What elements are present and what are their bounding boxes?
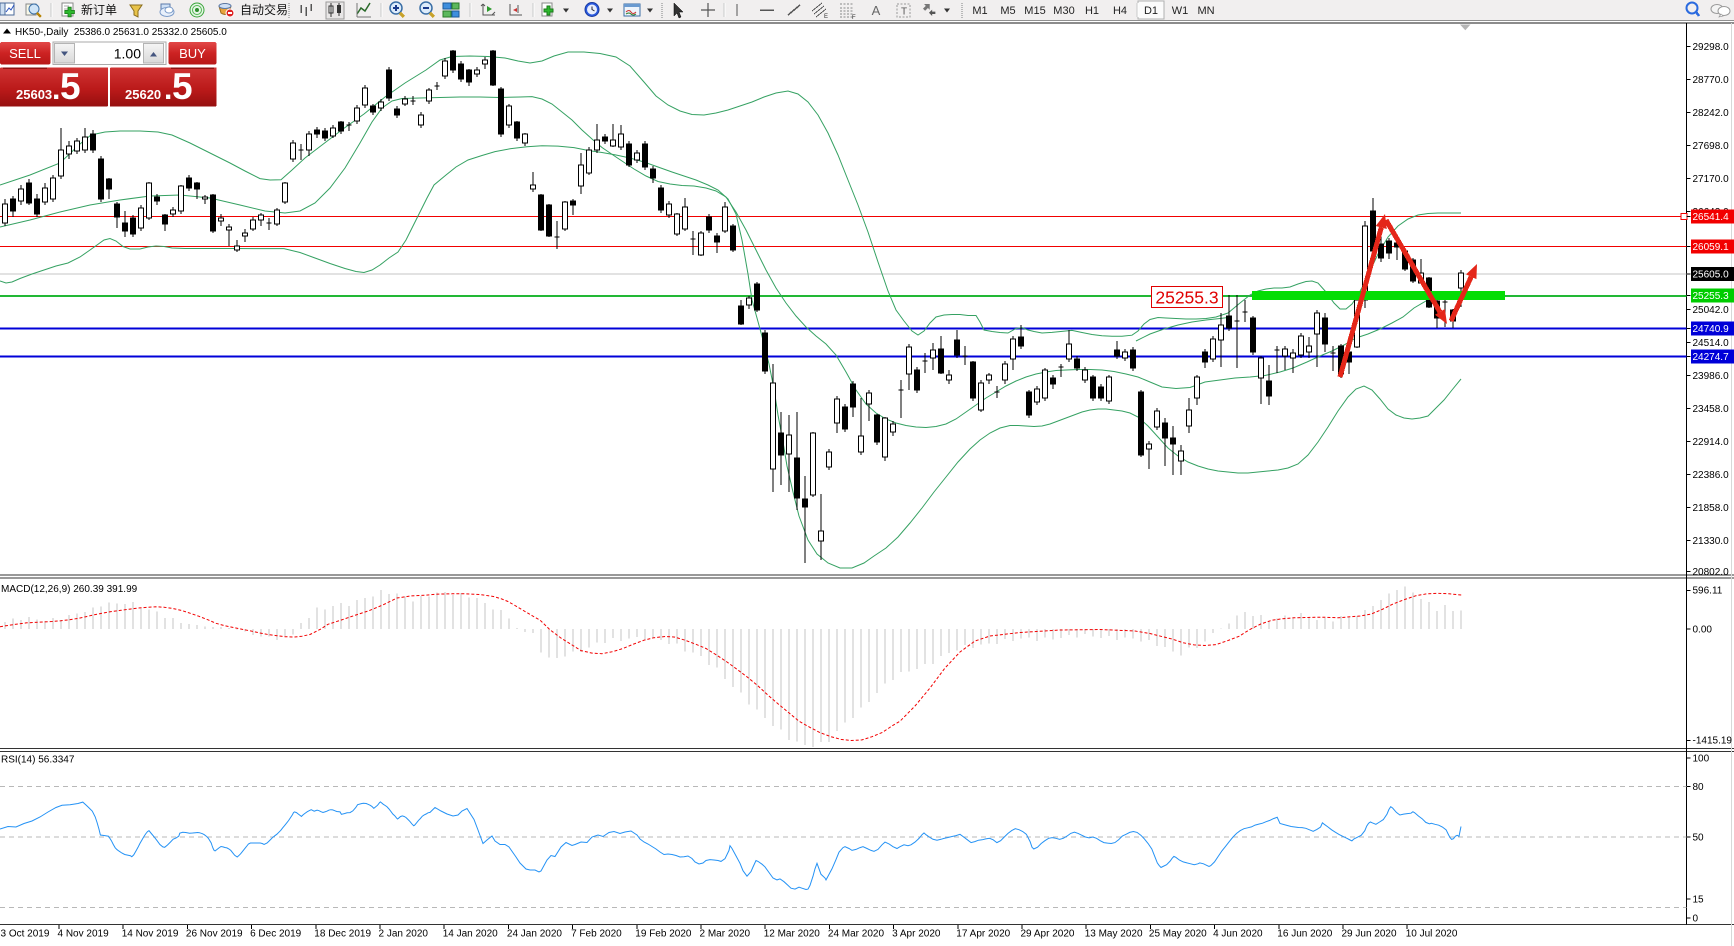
svg-text:新订单: 新订单 [81,2,117,17]
svg-text:D1: D1 [1144,5,1158,17]
svg-text:20802.0: 20802.0 [1693,567,1730,578]
svg-text:29 Apr 2020: 29 Apr 2020 [1021,929,1075,940]
svg-text:自动交易: 自动交易 [240,2,288,17]
svg-text:50: 50 [1693,833,1705,844]
svg-text:17 Apr 2020: 17 Apr 2020 [956,929,1010,940]
svg-text:2 Mar 2020: 2 Mar 2020 [700,929,751,940]
svg-text:24 Mar 2020: 24 Mar 2020 [828,929,885,940]
svg-text:22386.0: 22386.0 [1693,470,1730,481]
svg-text:3 Oct 2019: 3 Oct 2019 [1,929,50,940]
svg-text:29298.0: 29298.0 [1693,42,1730,53]
svg-text:H1: H1 [1085,5,1099,17]
svg-text:24740.9: 24740.9 [1693,324,1730,335]
svg-text:H4: H4 [1113,5,1127,17]
svg-text:23986.0: 23986.0 [1693,371,1730,382]
svg-text:HK50-,Daily 25386.0 25631.0 2: HK50-,Daily 25386.0 25631.0 25332.0 2560… [15,27,227,38]
svg-text:100: 100 [1693,754,1710,765]
svg-text:W1: W1 [1172,5,1189,17]
svg-text:-1415.19: -1415.19 [1693,736,1733,747]
svg-text:80: 80 [1693,782,1705,793]
svg-text:M30: M30 [1053,5,1074,17]
svg-text:18 Dec 2019: 18 Dec 2019 [314,929,371,940]
svg-text:4 Nov 2019: 4 Nov 2019 [58,929,110,940]
svg-text:0.00: 0.00 [1693,625,1713,636]
svg-text:2 Jan 2020: 2 Jan 2020 [379,929,429,940]
svg-text:24274.7: 24274.7 [1693,352,1730,363]
svg-text:F: F [852,15,856,21]
svg-text:.: . [52,73,60,106]
svg-text:25620: 25620 [125,87,161,102]
svg-text:21858.0: 21858.0 [1693,503,1730,514]
svg-text:MACD(12,26,9) 260.39 391.99: MACD(12,26,9) 260.39 391.99 [1,584,138,595]
svg-text:19 Feb 2020: 19 Feb 2020 [635,929,692,940]
svg-text:28770.0: 28770.0 [1693,75,1730,86]
svg-text:4 Jun 2020: 4 Jun 2020 [1213,929,1263,940]
svg-text:29 Jun 2020: 29 Jun 2020 [1342,929,1397,940]
svg-text:MN: MN [1197,5,1214,17]
svg-text:SELL: SELL [9,46,41,61]
svg-text:E: E [824,14,828,20]
svg-text:0: 0 [1693,914,1699,925]
svg-text:14 Nov 2019: 14 Nov 2019 [122,929,179,940]
svg-text:23458.0: 23458.0 [1693,404,1730,415]
svg-text:25603: 25603 [16,87,52,102]
svg-text:25255.3: 25255.3 [1155,288,1218,308]
svg-text:26059.1: 26059.1 [1693,242,1730,253]
svg-text:10 Jul 2020: 10 Jul 2020 [1406,929,1458,940]
svg-text:25042.0: 25042.0 [1693,305,1730,316]
svg-text:5: 5 [60,66,81,107]
svg-text:T: T [901,7,907,18]
svg-text:596.11: 596.11 [1693,586,1723,597]
svg-text:A: A [872,3,881,18]
svg-text:24514.0: 24514.0 [1693,338,1730,349]
svg-text:26 Nov 2019: 26 Nov 2019 [186,929,243,940]
svg-text:22914.0: 22914.0 [1693,437,1730,448]
svg-text:7 Feb 2020: 7 Feb 2020 [571,929,622,940]
svg-text:M1: M1 [972,5,987,17]
svg-text:1.00: 1.00 [114,46,141,62]
svg-text:28242.0: 28242.0 [1693,108,1730,119]
svg-text:25605.0: 25605.0 [1693,270,1730,281]
svg-text:5: 5 [172,66,193,107]
svg-text:27170.0: 27170.0 [1693,174,1730,185]
svg-text:15: 15 [1693,895,1705,906]
svg-text:26541.4: 26541.4 [1693,212,1730,223]
svg-text:13 May 2020: 13 May 2020 [1085,929,1143,940]
svg-text:14 Jan 2020: 14 Jan 2020 [443,929,498,940]
svg-text:6 Dec 2019: 6 Dec 2019 [250,929,302,940]
svg-text:RSI(14) 56.3347: RSI(14) 56.3347 [1,755,75,766]
svg-text:21330.0: 21330.0 [1693,536,1730,547]
svg-text:M15: M15 [1024,5,1045,17]
svg-text:3 Apr 2020: 3 Apr 2020 [892,929,941,940]
svg-text:12 Mar 2020: 12 Mar 2020 [764,929,821,940]
svg-text:24 Jan 2020: 24 Jan 2020 [507,929,562,940]
svg-text:27698.0: 27698.0 [1693,141,1730,152]
svg-text:16 Jun 2020: 16 Jun 2020 [1277,929,1332,940]
svg-text:25255.3: 25255.3 [1693,291,1730,302]
svg-text:25 May 2020: 25 May 2020 [1149,929,1207,940]
svg-text:BUY: BUY [179,46,206,61]
svg-text:.: . [164,73,172,106]
svg-text:M5: M5 [1000,5,1015,17]
